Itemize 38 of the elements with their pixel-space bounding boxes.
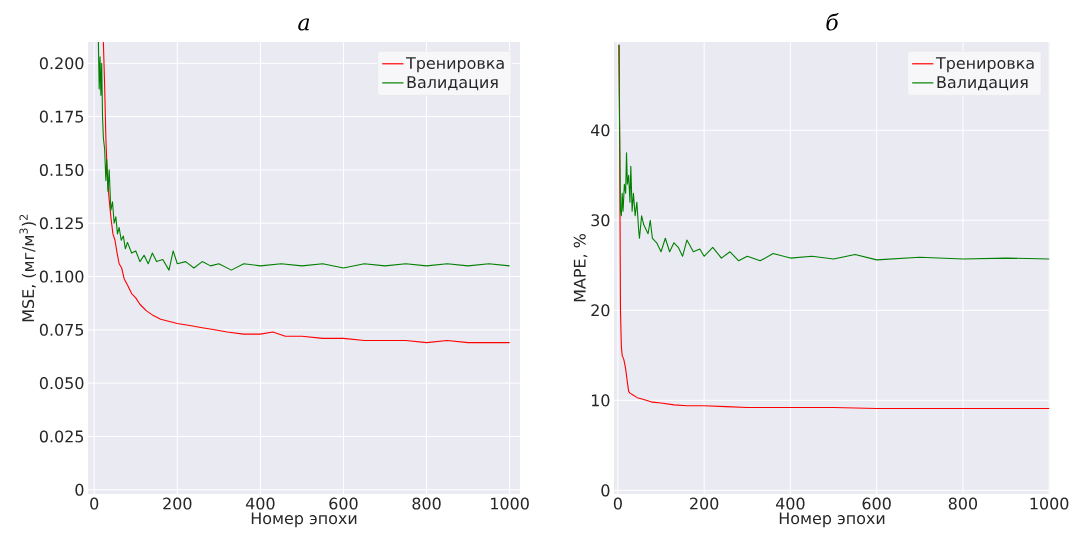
y-tick-label: 10 (591, 394, 610, 407)
x-tick-label: 0 (90, 497, 99, 510)
legend-label: Тренировка (935, 57, 1034, 73)
line-series (97, 42, 511, 271)
chart-title: б (826, 12, 839, 31)
legend-label: Валидация (407, 76, 498, 91)
x-tick-label: 400 (245, 497, 275, 510)
x-tick-label: 600 (329, 497, 358, 510)
y-axis-title: MAPE, % (573, 234, 588, 302)
y-tick-label: 0 (601, 484, 610, 497)
y-axis-title: MSE, (мг/м$^{3}$)$^{2}$ (19, 214, 36, 322)
y-tick-label: 0.150 (39, 163, 84, 176)
x-axis-title: Номер эпохи (779, 512, 885, 528)
y-tick-label: 0 (75, 483, 84, 496)
chart-title: а (298, 18, 310, 31)
x-tick-label: 0 (613, 497, 622, 510)
x-tick-label: 400 (775, 497, 805, 510)
y-tick-label: 40 (590, 124, 610, 137)
x-tick-label: 600 (862, 497, 891, 510)
x-axis-title: Номер эпохи (251, 512, 357, 528)
y-tick-label: 0.075 (39, 323, 84, 336)
y-tick-label: 30 (591, 214, 610, 227)
x-tick-label: 1000 (1030, 497, 1069, 510)
x-tick-label: 800 (948, 497, 978, 510)
x-tick-label: 200 (163, 497, 192, 510)
y-tick-label: 0.100 (39, 270, 84, 283)
y-tick-label: 0.025 (39, 430, 84, 443)
x-tick-label: 200 (690, 497, 719, 510)
x-tick-label: 800 (412, 497, 441, 510)
y-tick-label: 0.175 (39, 110, 84, 123)
legend-label: Валидация (937, 76, 1028, 91)
y-tick-label: 0.200 (39, 57, 84, 70)
legend-label: Тренировка (406, 57, 504, 73)
y-tick-label: 0.125 (39, 217, 84, 230)
line-series (618, 44, 1050, 262)
y-tick-label: 0.050 (39, 377, 84, 390)
y-tick-label: 20 (591, 304, 610, 317)
x-tick-label: 1000 (491, 497, 529, 510)
